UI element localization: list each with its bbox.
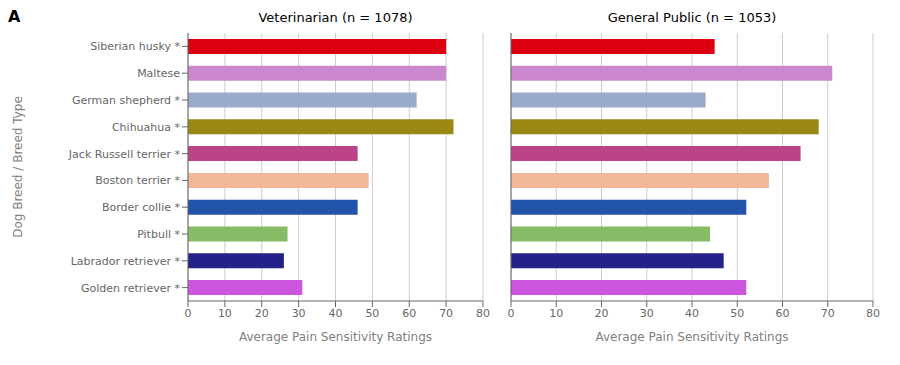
- svg-text:Siberian husky *: Siberian husky *: [90, 40, 180, 53]
- svg-text:60: 60: [402, 307, 416, 320]
- svg-text:Pitbull *: Pitbull *: [137, 228, 180, 241]
- svg-text:0: 0: [508, 307, 515, 320]
- svg-text:70: 70: [439, 307, 453, 320]
- svg-text:50: 50: [365, 307, 379, 320]
- html-text:General Public (n = 1053): General Public (n = 1053): [607, 10, 777, 25]
- svg-text:Average Pain Sensitivity Ratin: Average Pain Sensitivity Ratings: [239, 330, 432, 344]
- svg-text:German shepherd *: German shepherd *: [72, 94, 181, 107]
- svg-text:70: 70: [821, 307, 835, 320]
- svg-text:0: 0: [185, 307, 192, 320]
- svg-text:Boston terrier *: Boston terrier *: [95, 174, 180, 187]
- svg-text:80: 80: [476, 307, 490, 320]
- svg-text:Labrador retriever *: Labrador retriever *: [71, 255, 181, 268]
- svg-text:20: 20: [255, 307, 269, 320]
- svg-text:40: 40: [685, 307, 699, 320]
- svg-text:10: 10: [218, 307, 232, 320]
- svg-text:80: 80: [866, 307, 880, 320]
- svg-text:20: 20: [595, 307, 609, 320]
- svg-text:Border collie *: Border collie *: [102, 201, 181, 214]
- svg-text:Maltese: Maltese: [137, 67, 180, 80]
- svg-text:60: 60: [776, 307, 790, 320]
- html-text:A: A: [8, 7, 21, 26]
- svg-text:10: 10: [549, 307, 563, 320]
- svg-text:40: 40: [329, 307, 343, 320]
- svg-text:30: 30: [640, 307, 654, 320]
- svg-text:30: 30: [292, 307, 306, 320]
- svg-text:Dog Breed / Breed Type: Dog Breed / Breed Type: [11, 96, 25, 238]
- svg-text:Jack Russell terrier *: Jack Russell terrier *: [68, 148, 181, 161]
- html-text:Veterinarian (n = 1078): Veterinarian (n = 1078): [258, 10, 413, 25]
- svg-text:Golden retriever *: Golden retriever *: [81, 282, 181, 295]
- svg-text:Average Pain Sensitivity Ratin: Average Pain Sensitivity Ratings: [595, 330, 788, 344]
- svg-text:50: 50: [730, 307, 744, 320]
- svg-text:Chihuahua *: Chihuahua *: [112, 121, 181, 134]
